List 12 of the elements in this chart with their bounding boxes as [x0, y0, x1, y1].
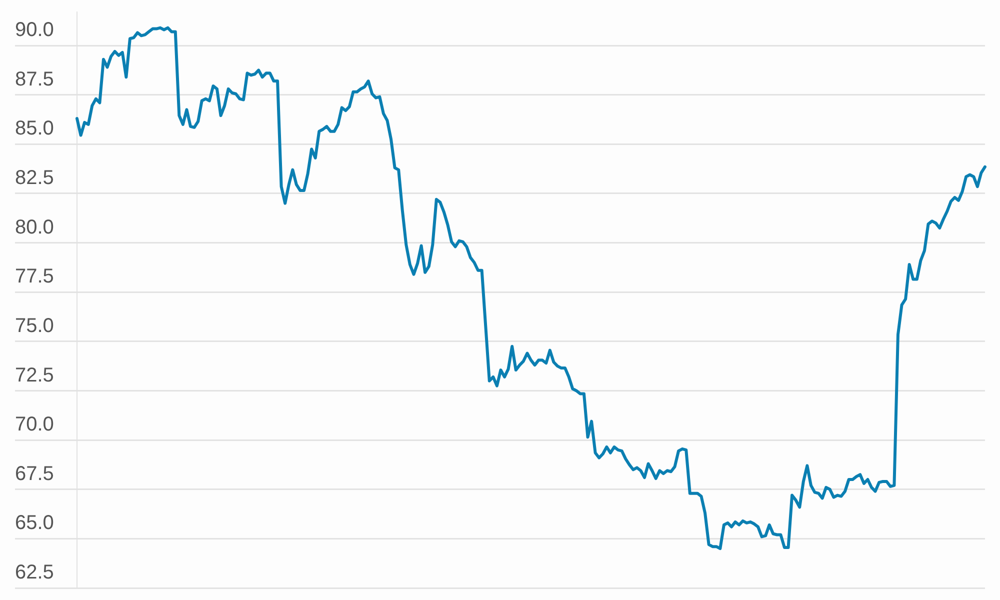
y-tick-label: 67.5	[15, 462, 54, 485]
y-tick-label: 75.0	[15, 314, 54, 337]
y-tick-label: 70.0	[15, 414, 54, 436]
y-tick-label: 65.0	[15, 512, 54, 534]
y-tick-label: 62.5	[15, 562, 54, 584]
y-tick-label: 90.0	[15, 19, 54, 42]
y-tick-label: 80.0	[15, 216, 54, 238]
y-tick-label: 85.0	[15, 118, 54, 140]
y-tick-label: 87.5	[15, 68, 54, 90]
y-tick-label: 72.5	[15, 364, 54, 386]
y-tick-label: 77.5	[15, 266, 54, 288]
y-tick-label: 82.5	[15, 166, 54, 189]
